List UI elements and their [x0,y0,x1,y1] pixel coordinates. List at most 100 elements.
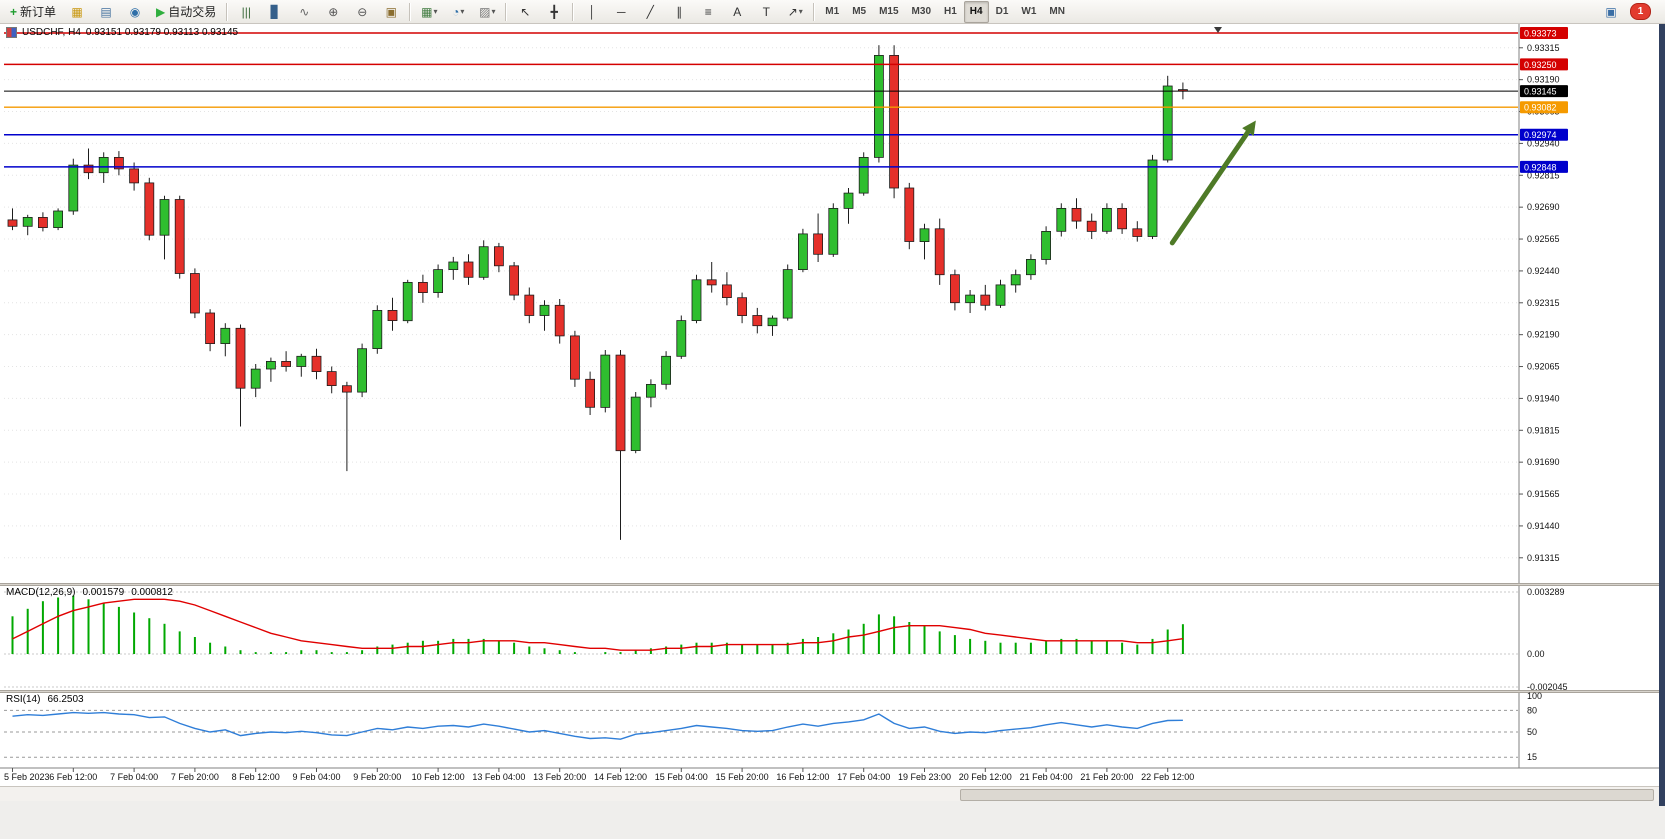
chart-mode-group: ||| ▊ ∿ ⊕ ⊖ ▣ [232,1,405,23]
macd-signal-value: 0.000812 [131,587,173,598]
vertical-line-icon: │ [588,4,597,19]
bar-chart-icon: ||| [241,4,251,19]
zoom-out-button[interactable]: ⊖ [348,1,376,23]
channel-button[interactable]: ∥ [665,1,693,23]
svg-text:0.92190: 0.92190 [1527,330,1560,340]
svg-text:0.91565: 0.91565 [1527,489,1560,499]
svg-text:0.93250: 0.93250 [1524,60,1557,70]
market-watch-button[interactable]: ▤ [92,1,120,23]
time-axis[interactable]: 5 Feb 2023 6 Feb 12:00 7 Feb 04:00 7 Feb 20… [0,767,1665,782]
dropdown-arrow-icon: ▾ [798,7,803,16]
svg-text:7 Feb 04:00: 7 Feb 04:00 [110,772,158,782]
macd-label: MACD(12,26,9) 0.001579 0.000812 [6,587,173,598]
cursor-tools-group: ↖ ╋ [511,1,568,23]
line-chart-button[interactable]: ∿ [290,1,318,23]
crosshair-button[interactable]: ╋ [540,1,568,23]
horizontal-scrollbar-thumb[interactable] [960,789,1654,801]
zoom-in-icon: ⊕ [328,4,339,19]
arrows-button[interactable]: ↗ ▾ [781,1,809,23]
macd-panel: 0.003289 0.00 -0.002045 [4,587,1568,692]
svg-text:6 Feb 12:00: 6 Feb 12:00 [49,772,97,782]
trend-arrow-annotation[interactable] [1169,120,1256,246]
timeframe-d1-button[interactable]: D1 [995,6,1009,17]
cursor-button[interactable]: ↖ [511,1,539,23]
timeframe-w1-button[interactable]: W1 [1021,6,1037,17]
panel-separator[interactable] [0,583,1665,586]
fibonacci-button[interactable]: ≡ [694,1,722,23]
chart-ohlc-values: 0.93151 0.93179 0.93113 0.93145 [85,27,239,38]
grid-layer [4,47,1518,559]
timeframe-m1-button[interactable]: M1 [825,6,840,17]
svg-text:21 Feb 20:00: 21 Feb 20:00 [1080,772,1133,782]
svg-text:15 Feb 04:00: 15 Feb 04:00 [655,772,708,782]
tile-windows-button[interactable]: ▣ [377,1,405,23]
svg-text:-0.002045: -0.002045 [1527,682,1568,692]
svg-text:17 Feb 04:00: 17 Feb 04:00 [837,772,890,782]
svg-text:0.91815: 0.91815 [1527,425,1560,435]
svg-text:0.92974: 0.92974 [1524,130,1557,140]
svg-text:16 Feb 12:00: 16 Feb 12:00 [776,772,829,782]
timeframe-toolbar: M1 M5 M15 M30 H1 H4 D1 W1 MN [819,0,1071,23]
fibonacci-icon: ≡ [704,4,712,19]
timeframe-m5-button[interactable]: M5 [852,6,867,17]
zoom-in-button[interactable]: ⊕ [319,1,347,23]
chart-window: 0.933150.931900.930650.929400.928150.926… [0,24,1665,786]
draw-tools-group: │ ─ ╱ ∥ ≡ A T ↗ ▾ [578,1,809,23]
autotrading-button[interactable]: ▶ 自动交易 [150,1,222,23]
chart-shift-marker[interactable] [1214,27,1222,33]
chart-canvas[interactable]: 0.933150.931900.930650.929400.928150.926… [0,24,1665,786]
svg-text:22 Feb 12:00: 22 Feb 12:00 [1141,772,1194,782]
panel-separator[interactable] [0,690,1665,693]
new-chart-button[interactable]: ▦ ▾ [415,1,443,23]
timeframe-m15-button[interactable]: M15 [879,6,899,17]
timeframe-h1-button[interactable]: H1 [944,6,957,17]
bar-chart-button[interactable]: ||| [232,1,260,23]
rsi-label: RSI(14) 66.2503 [6,694,84,705]
svg-text:0.93190: 0.93190 [1527,75,1560,85]
rsi-name: RSI(14) [6,694,41,705]
notification-badge[interactable]: 1 [1630,3,1651,20]
template-button[interactable]: ▨ ▾ [473,1,501,23]
vertical-line-button[interactable]: │ [578,1,606,23]
toolbar-separator [409,2,412,21]
timeframe-m30-button[interactable]: M30 [911,6,931,17]
window-buttons-group: ▦ ▤ ◉ [63,1,149,23]
svg-text:0.91440: 0.91440 [1527,521,1560,531]
community-icon: ▣ [1605,4,1617,19]
community-button[interactable]: ▣ [1597,1,1625,23]
trendline-icon: ╱ [646,4,654,19]
svg-text:5 Feb 2023: 5 Feb 2023 [4,772,50,782]
timeframe-h4-button[interactable]: H4 [963,0,989,23]
svg-text:0.003289: 0.003289 [1527,587,1565,597]
text-button[interactable]: A [723,1,751,23]
autotrading-icon: ▶ [156,4,166,19]
svg-text:80: 80 [1527,705,1537,715]
trendline-button[interactable]: ╱ [636,1,664,23]
vertical-scrollbar[interactable] [1659,24,1665,806]
price-axis[interactable]: 0.933150.931900.930650.929400.928150.926… [1518,24,1665,768]
candlestick-chart-icon: ▊ [270,4,280,19]
label-button[interactable]: T [752,1,780,23]
period-button[interactable]: ◔ ▾ [444,1,472,23]
timeframe-mn-button[interactable]: MN [1049,6,1065,17]
svg-text:0.93082: 0.93082 [1524,103,1557,113]
label-icon: T [762,4,770,19]
candles-layer [7,45,1188,540]
chart-title: USDCHF, H4 0.93151 0.93179 0.93113 0.931… [6,27,238,38]
chart-symbol-period: USDCHF, H4 [22,27,81,38]
svg-text:0.92690: 0.92690 [1527,202,1560,212]
svg-text:0.91690: 0.91690 [1527,457,1560,467]
svg-text:13 Feb 20:00: 13 Feb 20:00 [533,772,586,782]
charts-grid-button[interactable]: ▦ [63,1,91,23]
new-order-button[interactable]: + 新订单 [4,1,62,23]
horizontal-scrollbar[interactable] [0,786,1665,801]
history-center-button[interactable]: ◉ [121,1,149,23]
hlines-layer[interactable] [4,32,1518,168]
horizontal-line-button[interactable]: ─ [607,1,635,23]
candlestick-chart-button[interactable]: ▊ [261,1,289,23]
toolbar-right-group: ▣ 1 [1597,1,1661,23]
macd-name: MACD(12,26,9) [6,587,76,598]
dropdown-arrow-icon: ▾ [491,7,496,16]
svg-text:7 Feb 20:00: 7 Feb 20:00 [171,772,219,782]
horizontal-line-icon: ─ [617,4,626,19]
